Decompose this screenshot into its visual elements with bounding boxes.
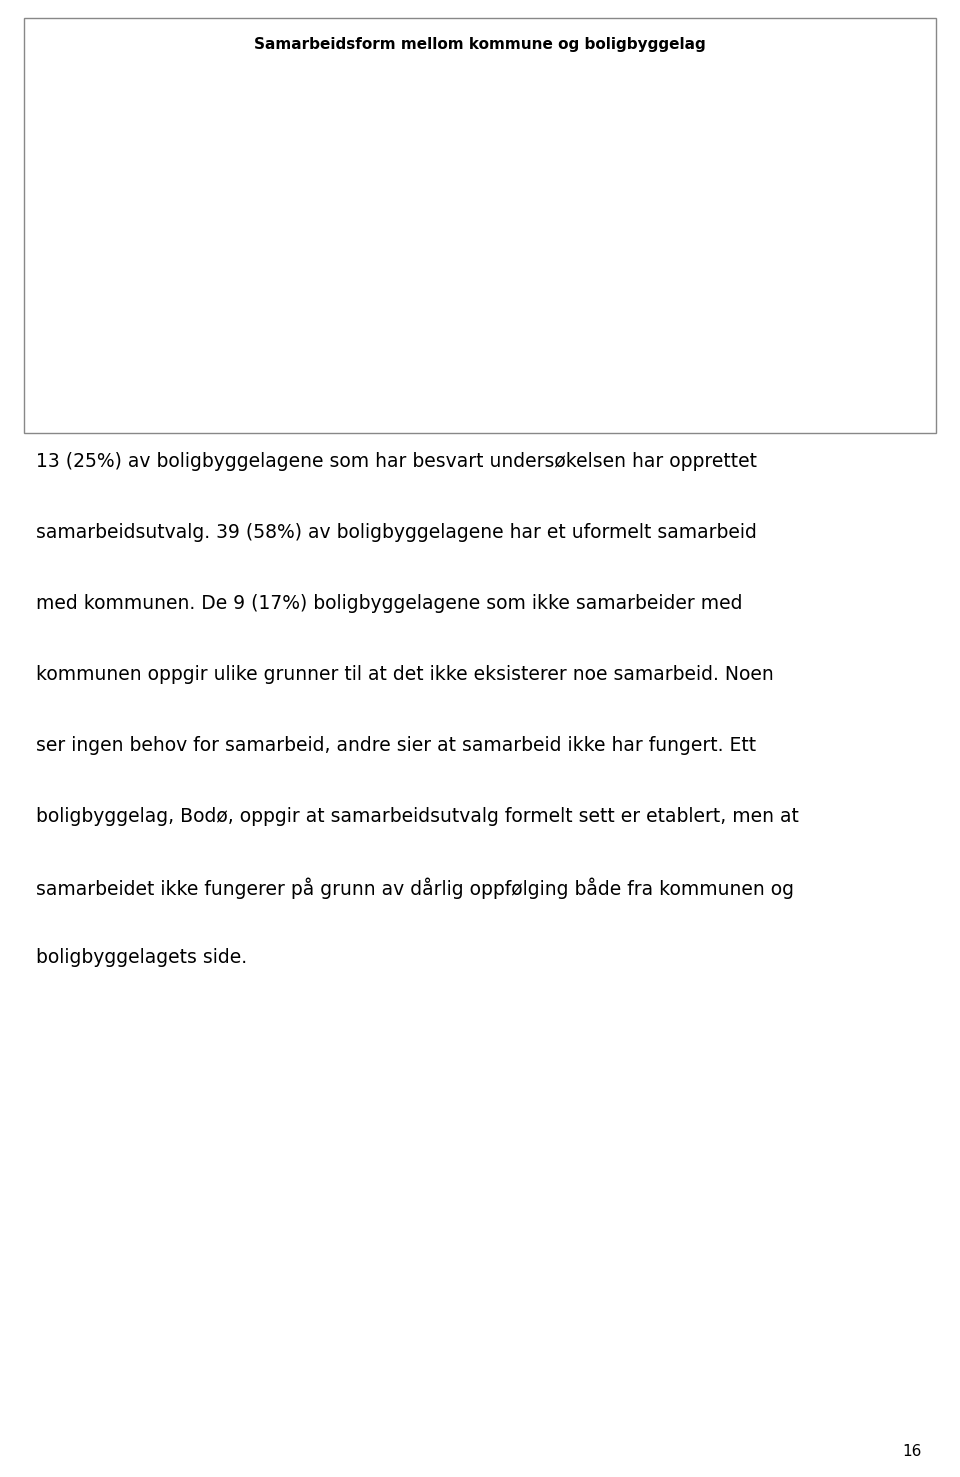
Text: boligbyggelag, Bodø, oppgir at samarbeidsutvalg formelt sett er etablert, men at: boligbyggelag, Bodø, oppgir at samarbeid… — [36, 806, 800, 826]
Wedge shape — [132, 128, 245, 256]
Text: med kommunen. De 9 (17%) boligbyggelagene som ikke samarbeider med: med kommunen. De 9 (17%) boligbyggelagen… — [36, 594, 743, 613]
Text: kommunen oppgir ulike grunner til at det ikke eksisterer noe samarbeid. Noen: kommunen oppgir ulike grunner til at det… — [36, 665, 774, 684]
Text: Samarbeidsform mellom kommune og boligbyggelag: Samarbeidsform mellom kommune og boligby… — [254, 37, 706, 52]
Wedge shape — [245, 128, 372, 256]
Text: 17 %: 17 % — [136, 120, 168, 133]
FancyBboxPatch shape — [520, 307, 553, 341]
Wedge shape — [117, 193, 372, 384]
Text: boligbyggelagets side.: boligbyggelagets side. — [36, 948, 248, 967]
Text: ser ingen behov for samarbeid, andre sier at samarbeid ikke har fungert. Ett: ser ingen behov for samarbeid, andre sie… — [36, 736, 756, 755]
Text: Boligbyggelaget har et uformelt samarbeid
med kommunen: Boligbyggelaget har et uformelt samarbei… — [573, 225, 829, 254]
Text: samarbeidet ikke fungerer på grunn av dårlig oppfølging både fra kommunen og: samarbeidet ikke fungerer på grunn av då… — [36, 877, 795, 899]
FancyBboxPatch shape — [520, 131, 553, 165]
Text: Samarbeidsutvalg er etablert i samsvar
med bbl-lovens § 4-6: Samarbeidsutvalg er etablert i samsvar m… — [573, 133, 809, 164]
Text: Vi samarbeider ikke: Vi samarbeider ikke — [573, 318, 691, 329]
Text: 58 %: 58 % — [176, 394, 207, 408]
Text: 13 (25%) av boligbyggelagene som har besvart undersøkelsen har opprettet: 13 (25%) av boligbyggelagene som har bes… — [36, 452, 757, 471]
FancyBboxPatch shape — [520, 222, 553, 256]
Text: 16: 16 — [902, 1445, 922, 1459]
Text: 25 %: 25 % — [351, 143, 383, 155]
Text: samarbeidsutvalg. 39 (58%) av boligbyggelagene har et uformelt samarbeid: samarbeidsutvalg. 39 (58%) av boligbygge… — [36, 523, 757, 542]
